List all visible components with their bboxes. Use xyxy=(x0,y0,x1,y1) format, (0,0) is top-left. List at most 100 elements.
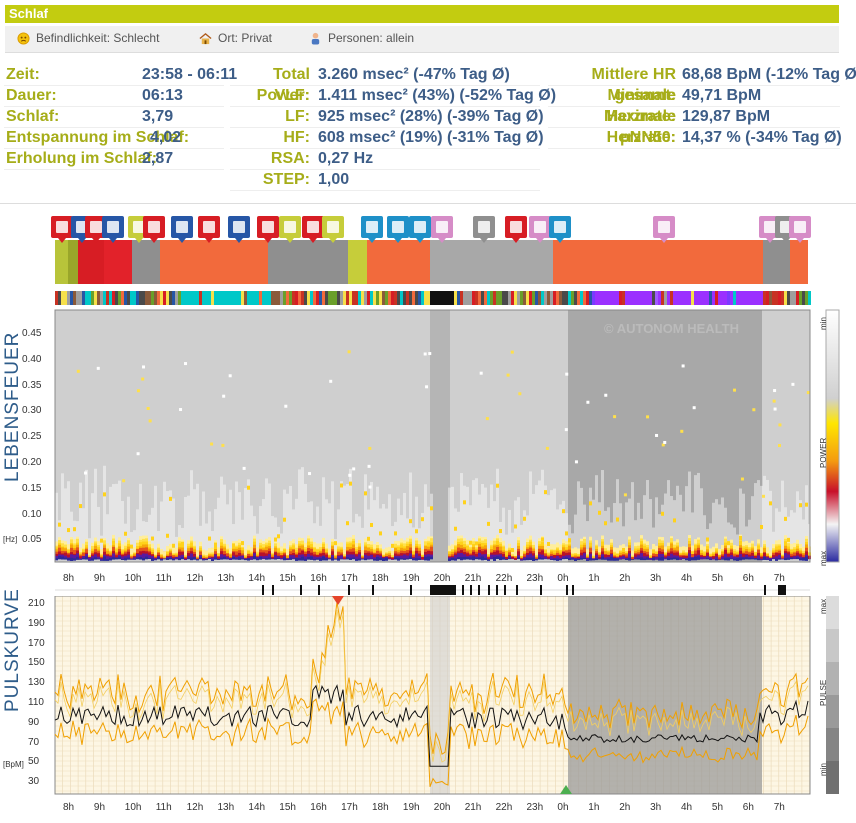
spectrogram-fringe xyxy=(268,483,271,541)
spectrogram-cell xyxy=(298,546,301,553)
spectrogram-fringe xyxy=(550,490,553,550)
color-stripe-cell xyxy=(778,291,781,305)
spectrogram-speck xyxy=(423,352,427,356)
spectrogram-cell xyxy=(661,554,664,561)
color-stripe-cell xyxy=(205,291,208,305)
spectrogram-cell xyxy=(502,544,505,551)
spectrogram-fringe xyxy=(70,511,73,540)
spectrogram-fringe xyxy=(796,491,799,544)
spectrogram-fringe xyxy=(340,481,343,547)
spectrogram-fringe xyxy=(460,473,463,539)
pulse-min-line xyxy=(54,698,809,787)
color-stripe-cell xyxy=(526,291,529,305)
activity-segment xyxy=(268,240,280,284)
spectrogram-speck xyxy=(122,479,126,483)
spectrogram-fringe xyxy=(172,498,175,554)
time-tick: 22h xyxy=(495,802,513,813)
stat-value: 06:13 xyxy=(142,87,183,104)
spectrogram-y-tick: 0.35 xyxy=(22,379,42,391)
spectrogram-speck xyxy=(681,364,685,368)
spectrogram-fringe xyxy=(520,524,523,556)
spectrogram-cell xyxy=(610,547,613,554)
spectrogram-fringe xyxy=(541,469,544,540)
spectrogram-fringe xyxy=(367,509,370,545)
spectrogram-cell xyxy=(370,552,373,559)
spectrogram-fringe xyxy=(553,488,556,550)
gap-hatch xyxy=(430,596,450,794)
spectrogram-fringe xyxy=(700,488,703,550)
spectrogram-speck xyxy=(777,444,781,448)
spectrogram-speck xyxy=(772,399,776,403)
spectrogram-fringe xyxy=(130,532,133,555)
spectrogram-cell xyxy=(385,547,388,554)
color-stripe-cell xyxy=(232,291,235,305)
spectrogram-fringe xyxy=(679,494,682,553)
spectrogram-cell xyxy=(379,531,382,536)
spectrogram-cell xyxy=(787,551,790,558)
spectrogram-cell xyxy=(475,541,478,546)
spectrogram-cell xyxy=(235,548,238,555)
spectrogram-fringe xyxy=(313,523,316,547)
spectrogram-cell xyxy=(757,546,760,553)
spectrogram-cell xyxy=(217,547,220,554)
spectrogram-cell xyxy=(454,540,457,547)
spectrogram-cell xyxy=(595,552,598,559)
activity-segment xyxy=(160,240,210,284)
stat-value: 0,27 Hz xyxy=(318,150,374,167)
spectrogram-fringe xyxy=(295,498,298,548)
spectrogram-cell xyxy=(355,543,358,550)
spectrogram-cell xyxy=(430,545,433,552)
spectrogram-fringe xyxy=(136,509,139,543)
section-header: Schlaf xyxy=(5,5,839,23)
spectrogram-cell xyxy=(394,545,397,552)
spectrogram-fringe xyxy=(490,484,493,545)
spectrogram-fringe xyxy=(631,482,634,556)
spectrogram-cell xyxy=(568,538,571,543)
spectrogram-fringe xyxy=(772,531,775,549)
spectrogram-cell xyxy=(178,549,181,556)
spectrogram-cell xyxy=(265,538,268,545)
activity-marker-glyph xyxy=(764,221,776,233)
spectrogram-cell xyxy=(139,545,142,552)
spectrogram-speck xyxy=(623,493,627,497)
spectrogram-cell xyxy=(508,543,511,550)
color-stripe-cell xyxy=(154,291,157,305)
spectrogram-cell xyxy=(169,496,172,501)
color-stripe-cell xyxy=(664,291,667,305)
spectrogram-cell xyxy=(103,538,106,545)
spectrogram-cell xyxy=(352,551,355,558)
spectrogram-fringe xyxy=(112,484,115,539)
spectrogram-fringe xyxy=(226,504,229,549)
activity-marker-tip xyxy=(368,238,376,243)
time-tick: 14h xyxy=(248,573,266,584)
activity-marker-glyph xyxy=(203,221,215,233)
spectrogram-fringe xyxy=(724,507,727,539)
spectrogram-speck xyxy=(141,377,145,381)
color-stripe-cell xyxy=(325,291,328,305)
spectrogram-cell xyxy=(199,541,202,548)
spectrogram-fringe xyxy=(187,495,190,544)
color-stripe-cell xyxy=(541,291,544,305)
spectrogram-cell xyxy=(631,550,634,557)
activity-marker-tip xyxy=(660,238,668,243)
color-stripe-cell xyxy=(568,291,571,305)
color-stripe-cell xyxy=(628,291,631,305)
spectrogram-cell xyxy=(412,545,415,552)
stat-label: Erholung im Schlaf: xyxy=(6,150,158,167)
spectrogram-cell xyxy=(238,549,241,556)
activity-marker-tip xyxy=(512,238,520,243)
time-tick: 15h xyxy=(279,573,296,584)
color-stripe-cell xyxy=(727,291,730,305)
spectrogram-cell xyxy=(805,502,808,507)
event-tick xyxy=(442,585,456,595)
time-tick: 1h xyxy=(588,573,600,584)
mood-text: Befindlichkeit: Schlecht xyxy=(36,31,160,45)
spectrogram-cell xyxy=(484,548,487,555)
spectrogram-fringe xyxy=(556,509,559,548)
time-tick: 1h xyxy=(588,802,600,813)
spectrogram-cell xyxy=(103,545,106,552)
time-tick: 6h xyxy=(742,573,754,584)
spectrogram-cell xyxy=(598,546,601,553)
spectrogram-cell xyxy=(724,539,727,546)
stat-value: 23:58 - 06:11 xyxy=(142,66,238,83)
